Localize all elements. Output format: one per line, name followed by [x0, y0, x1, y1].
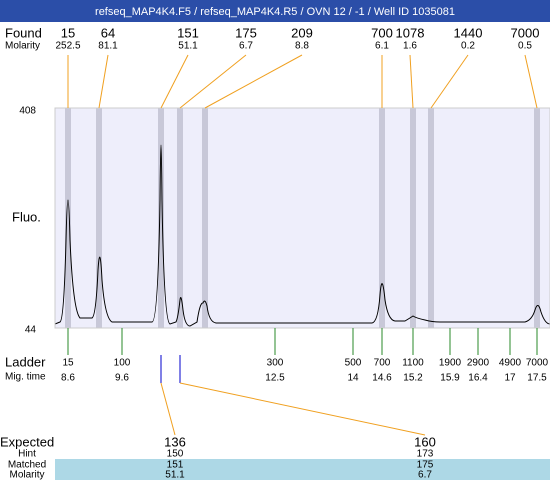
peak-link	[98, 54, 109, 109]
ladder-size: 500	[345, 358, 362, 369]
molarity-label: Molarity	[5, 41, 40, 52]
peak-link	[430, 54, 469, 109]
ladder-size: 2900	[467, 358, 490, 369]
plot-area	[55, 108, 550, 328]
peak-band	[177, 108, 183, 328]
hint-size: 173	[417, 449, 434, 460]
found-size: 7000	[511, 25, 540, 40]
peak-band	[65, 108, 71, 328]
ladder-time: 15.2	[403, 373, 423, 384]
expected-size: 136	[164, 434, 186, 449]
found-size: 15	[61, 25, 75, 40]
ladder-time: 17	[504, 373, 516, 384]
expected-size: 160	[414, 434, 436, 449]
found-label: Found	[5, 25, 42, 40]
matched-size: 175	[417, 460, 434, 471]
ladder-size: 700	[374, 358, 391, 369]
peak-link	[204, 54, 303, 109]
header-title: refseq_MAP4K4.F5 / refseq_MAP4K4.R5 / OV…	[95, 6, 455, 18]
ladder-time: 8.6	[61, 373, 75, 384]
found-molarity: 0.5	[518, 41, 532, 52]
ladder-size: 4900	[499, 358, 522, 369]
found-molarity: 8.8	[295, 41, 309, 52]
peak-band	[428, 108, 434, 328]
hint-label: Hint	[18, 449, 36, 460]
found-size: 1440	[454, 25, 483, 40]
ladder-time: 14	[347, 373, 359, 384]
peak-band	[202, 108, 208, 328]
found-size: 700	[371, 25, 393, 40]
found-size: 175	[235, 25, 257, 40]
found-size: 151	[177, 25, 199, 40]
peak-band	[379, 108, 385, 328]
molarity-row-label: Molarity	[9, 470, 44, 480]
found-molarity: 0.2	[461, 41, 475, 52]
ladder-size: 15	[62, 358, 74, 369]
peak-band	[158, 108, 164, 328]
found-molarity: 81.1	[98, 41, 118, 52]
ladder-time: 17.5	[527, 373, 547, 384]
ladder-size: 100	[114, 358, 131, 369]
y-top-label: 408	[19, 106, 36, 117]
found-molarity: 252.5	[55, 41, 80, 52]
match-link	[179, 382, 426, 436]
matched-label: Matched	[8, 460, 46, 471]
matched-molarity: 51.1	[165, 470, 185, 480]
found-molarity: 6.1	[375, 41, 389, 52]
hint-size: 150	[167, 449, 184, 460]
ladder-time: 12.5	[265, 373, 285, 384]
migtime-label: Mig. time	[5, 372, 46, 383]
ladder-label: Ladder	[5, 354, 46, 369]
ladder-size: 1900	[439, 358, 462, 369]
ladder-time: 15.9	[440, 373, 460, 384]
peak-band	[410, 108, 416, 328]
y-axis-label: Fluo.	[12, 209, 41, 224]
found-size: 1078	[396, 25, 425, 40]
peak-link	[160, 54, 189, 109]
ladder-size: 7000	[526, 358, 549, 369]
found-molarity: 6.7	[239, 41, 253, 52]
trace	[54, 144, 550, 327]
ladder-size: 300	[267, 358, 284, 369]
found-molarity: 1.6	[403, 41, 417, 52]
found-size: 64	[101, 25, 115, 40]
ladder-size: 1100	[402, 358, 424, 369]
peak-band	[534, 108, 540, 328]
peak-link	[409, 54, 414, 109]
expected-label: Expected	[0, 434, 54, 449]
peak-link	[524, 54, 538, 109]
found-size: 209	[291, 25, 313, 40]
match-link	[160, 382, 176, 436]
header-bar	[0, 0, 550, 22]
peak-band	[96, 108, 102, 328]
matched-size: 151	[167, 460, 184, 471]
ladder-time: 9.6	[115, 373, 129, 384]
ladder-time: 16.4	[468, 373, 488, 384]
plot-frame	[54, 107, 550, 329]
y-bottom-label: 44	[25, 325, 37, 336]
ladder-time: 14.6	[372, 373, 392, 384]
found-molarity: 51.1	[178, 41, 198, 52]
matched-row-bg	[55, 459, 550, 480]
peak-link	[179, 54, 247, 109]
matched-molarity: 6.7	[418, 470, 432, 480]
